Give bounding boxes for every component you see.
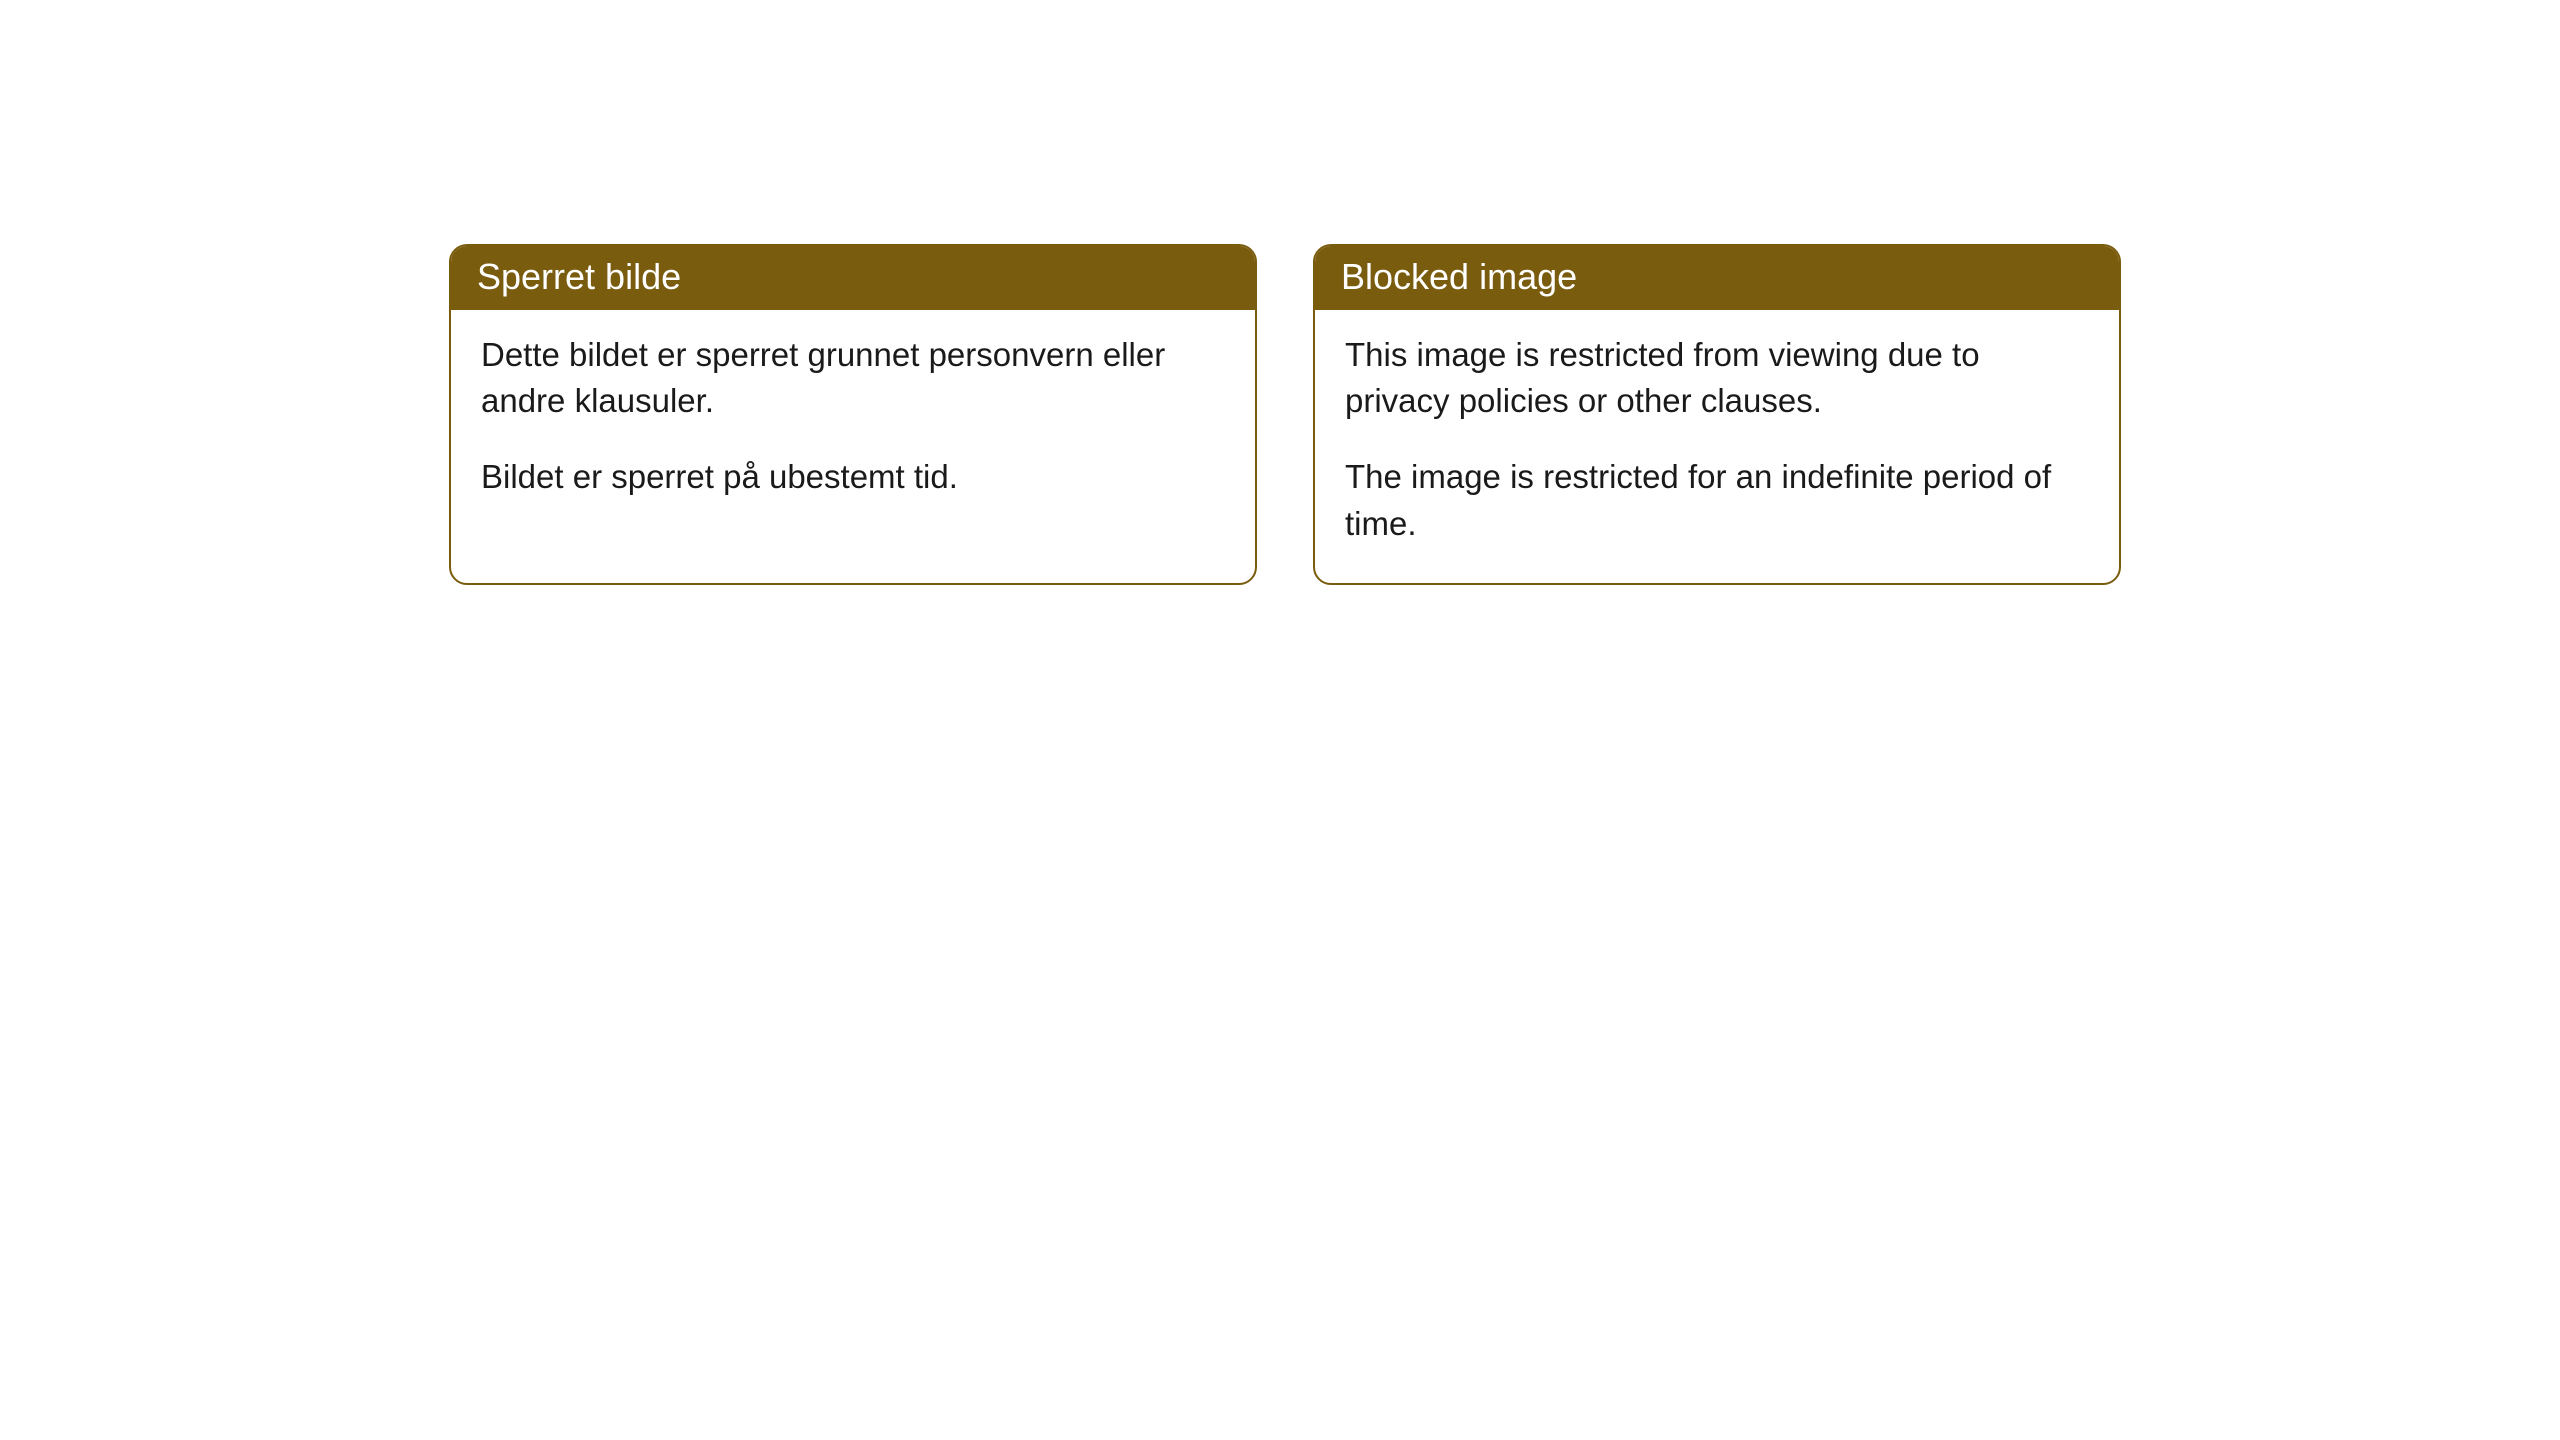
notice-cards-container: Sperret bilde Dette bildet er sperret gr…	[449, 244, 2121, 585]
card-body-english: This image is restricted from viewing du…	[1315, 310, 2119, 583]
card-body-norwegian: Dette bildet er sperret grunnet personve…	[451, 310, 1255, 537]
blocked-image-card-english: Blocked image This image is restricted f…	[1313, 244, 2121, 585]
card-text-english-2: The image is restricted for an indefinit…	[1345, 454, 2089, 546]
card-text-norwegian-1: Dette bildet er sperret grunnet personve…	[481, 332, 1225, 424]
card-header-english: Blocked image	[1315, 246, 2119, 310]
card-text-english-1: This image is restricted from viewing du…	[1345, 332, 2089, 424]
card-text-norwegian-2: Bildet er sperret på ubestemt tid.	[481, 454, 1225, 500]
card-header-norwegian: Sperret bilde	[451, 246, 1255, 310]
blocked-image-card-norwegian: Sperret bilde Dette bildet er sperret gr…	[449, 244, 1257, 585]
